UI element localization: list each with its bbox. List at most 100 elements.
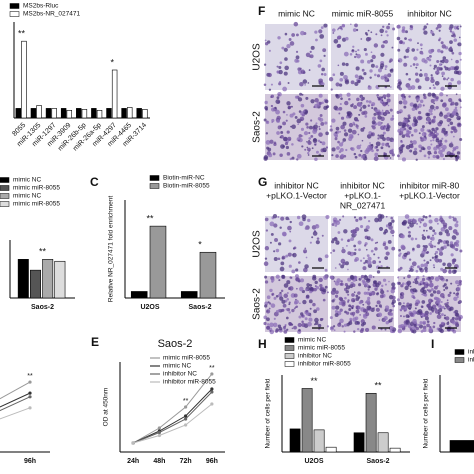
cell (450, 244, 456, 249)
legend-label: inhibitor miR-8055 (298, 361, 351, 368)
cell (407, 284, 410, 287)
cell (443, 65, 447, 69)
cell (347, 268, 349, 271)
cell (283, 47, 288, 52)
cell (388, 318, 393, 323)
cell (340, 153, 344, 157)
cell (283, 283, 289, 288)
cell (381, 99, 384, 102)
cell (383, 97, 386, 100)
cell (357, 240, 362, 245)
cell (399, 315, 402, 318)
cell (343, 132, 349, 137)
cell (332, 249, 336, 252)
legend-swatch (0, 177, 10, 183)
cell (314, 143, 317, 146)
cell (329, 125, 333, 128)
cell (317, 64, 322, 68)
cell (282, 325, 286, 329)
cell (440, 86, 445, 91)
cell (341, 23, 346, 28)
marker (28, 380, 32, 384)
cell (398, 302, 402, 306)
panel-letter: G (258, 175, 267, 189)
legend-swatch (284, 361, 295, 367)
cell (441, 71, 445, 76)
cell (330, 88, 333, 91)
cell (432, 234, 434, 237)
cell (377, 115, 382, 120)
cell (277, 216, 280, 219)
cell (363, 291, 367, 295)
cell (307, 218, 311, 223)
cell (377, 256, 380, 259)
cell (313, 309, 317, 314)
cell (357, 291, 361, 295)
bar (66, 110, 73, 119)
cell (338, 83, 343, 87)
cell (391, 46, 394, 49)
cell (355, 53, 358, 56)
cell (342, 121, 347, 126)
cell (440, 99, 444, 103)
cell (407, 218, 411, 223)
cell (338, 296, 343, 301)
cell (400, 324, 405, 329)
bar (127, 107, 133, 119)
cell (372, 276, 375, 278)
cell (295, 268, 299, 272)
legend-swatch (284, 353, 295, 359)
cell (273, 223, 278, 228)
cell (423, 135, 427, 138)
cell (389, 309, 393, 312)
cell (384, 76, 387, 79)
cell (447, 77, 450, 80)
cell (337, 27, 340, 30)
cell (278, 94, 280, 96)
cell (367, 288, 370, 291)
cell (331, 299, 335, 303)
cell (447, 124, 450, 127)
cell (392, 27, 396, 31)
cell (453, 128, 458, 133)
cell (386, 290, 389, 293)
cell (300, 118, 303, 122)
cell (451, 110, 457, 116)
cell (270, 94, 275, 98)
cell (319, 113, 323, 117)
cell (366, 299, 371, 304)
cell (356, 53, 361, 59)
cell (400, 284, 404, 288)
line (0, 396, 31, 412)
cell (407, 114, 411, 118)
cell (263, 261, 269, 266)
cell (361, 139, 364, 142)
cell (268, 88, 272, 91)
cell (390, 229, 395, 235)
cell (334, 134, 338, 138)
cell (265, 120, 270, 125)
cell (339, 71, 344, 76)
cell (288, 38, 292, 41)
cell (458, 282, 462, 286)
cell (375, 307, 380, 312)
cell (367, 219, 371, 223)
bar (51, 108, 57, 119)
cell (435, 96, 439, 100)
cell (391, 282, 396, 287)
row-label: Saos-2 (252, 288, 263, 320)
cell (397, 268, 401, 272)
cell (423, 95, 427, 100)
cell (407, 234, 412, 238)
cell (324, 268, 328, 272)
cell (386, 25, 390, 30)
cell (343, 154, 347, 158)
cell (433, 108, 436, 111)
cell (280, 144, 285, 149)
cell (298, 261, 301, 264)
cell (355, 279, 358, 281)
cell (362, 104, 367, 109)
cell (444, 229, 449, 234)
cell (301, 214, 307, 220)
cell (382, 40, 386, 44)
